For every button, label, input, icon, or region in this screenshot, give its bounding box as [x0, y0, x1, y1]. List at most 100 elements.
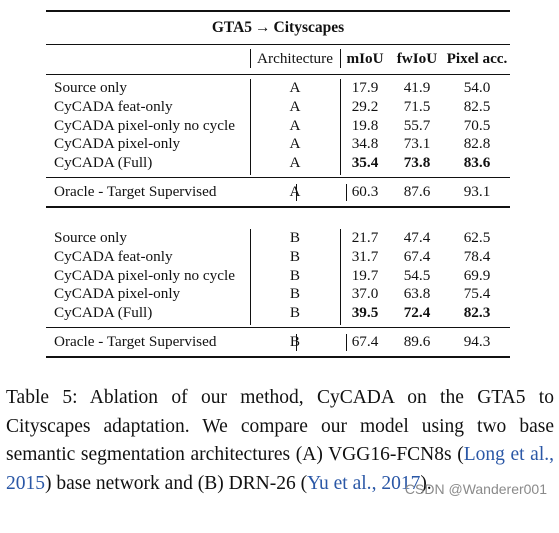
caption-text-3: ).	[420, 472, 432, 494]
oracle-miou: 67.4	[351, 333, 379, 350]
citation-long-authors: Long et al.	[463, 444, 550, 465]
fwiou-value: 67.4	[403, 247, 431, 265]
table-bottom-rule	[46, 356, 510, 358]
oracle-pixel-acc: 93.1	[463, 183, 491, 200]
table-top-rule	[46, 10, 510, 12]
citation-yu-sep: ,	[371, 472, 382, 494]
col-header-pixel-acc: Pixel acc.	[446, 50, 508, 67]
method-name: CyCADA pixel-only no cycle	[54, 116, 235, 134]
miou-value: 17.9	[351, 79, 379, 96]
oracle-fwiou: 87.6	[403, 183, 431, 200]
oracle-method-name: Oracle - Target Supervised	[54, 183, 217, 200]
oracle-rule	[46, 177, 510, 178]
group-rule	[46, 206, 510, 208]
fwiou-value: 71.5	[403, 97, 431, 115]
title-source: GTA5	[211, 19, 253, 36]
miou-value: 34.8	[351, 135, 379, 153]
caption-text-2: ) base network and (B) DRN-26 (	[45, 472, 308, 494]
oracle-pixel-acc: 94.3	[463, 333, 491, 350]
miou-value: 21.7	[351, 229, 379, 246]
oracle-divider-left	[296, 334, 297, 351]
citation-yu[interactable]: Yu et al., 2017	[307, 473, 420, 494]
oracle-method-name: Oracle - Target Supervised	[54, 333, 217, 350]
title-arrow: →	[255, 19, 271, 36]
col-header-fwiou: fwIoU	[396, 50, 438, 67]
architecture-value: B	[289, 304, 301, 322]
method-name: Source only	[54, 229, 127, 246]
pixel-acc-value: 82.3	[463, 304, 491, 322]
oracle-architecture: B	[289, 333, 301, 350]
fwiou-value: 72.4	[403, 304, 431, 322]
table-caption: Table 5: Ablation of our method, CyCADA …	[6, 384, 554, 498]
title-rule	[46, 44, 510, 45]
method-name: CyCADA pixel-only	[54, 285, 181, 303]
col-header-architecture: Architecture	[257, 50, 333, 67]
architecture-value: A	[289, 79, 301, 96]
citation-long-sep: ,	[549, 444, 554, 465]
oracle-rule	[46, 327, 510, 328]
header-rule	[46, 74, 510, 75]
pixel-acc-value: 62.5	[463, 229, 491, 246]
architecture-value: A	[289, 97, 301, 115]
miou-value: 39.5	[351, 304, 379, 322]
fwiou-value: 63.8	[403, 285, 431, 303]
oracle-fwiou: 89.6	[403, 333, 431, 350]
fwiou-value: 54.5	[403, 266, 431, 284]
pixel-acc-value: 83.6	[463, 154, 491, 172]
miou-value: 35.4	[351, 154, 379, 172]
fwiou-value: 73.1	[403, 135, 431, 153]
oracle-divider-left	[296, 184, 297, 201]
pixel-acc-value: 82.5	[463, 97, 491, 115]
architecture-value: A	[289, 154, 301, 172]
miou-value: 31.7	[351, 247, 379, 265]
oracle-architecture: A	[289, 183, 301, 200]
group-divider-right	[340, 229, 341, 325]
method-name: CyCADA (Full)	[54, 154, 153, 172]
group-divider-left	[250, 79, 251, 175]
oracle-divider-right	[346, 184, 347, 201]
miou-value: 37.0	[351, 285, 379, 303]
architecture-value: B	[289, 229, 301, 246]
pixel-acc-value: 75.4	[463, 285, 491, 303]
caption-text: Ablation of our method, CyCADA on the GT…	[6, 387, 554, 465]
method-name: Source only	[54, 79, 127, 96]
miou-value: 19.7	[351, 266, 379, 284]
fwiou-value: 55.7	[403, 116, 431, 134]
group-divider-right	[340, 79, 341, 175]
miou-value: 19.8	[351, 116, 379, 134]
header-divider-right	[340, 49, 341, 68]
citation-long[interactable]: Long et al., 2015	[6, 444, 554, 494]
caption-label: Table 5:	[6, 387, 78, 408]
pixel-acc-value: 82.8	[463, 135, 491, 153]
watermark: CSDN @Wanderer001	[404, 481, 547, 497]
pixel-acc-value: 69.9	[463, 266, 491, 284]
miou-value: 29.2	[351, 97, 379, 115]
architecture-value: B	[289, 247, 301, 265]
method-name: CyCADA (Full)	[54, 304, 153, 322]
pixel-acc-value: 54.0	[463, 79, 491, 96]
architecture-value: A	[289, 116, 301, 134]
table-title: GTA5 → Cityscapes	[46, 19, 510, 37]
architecture-value: B	[289, 285, 301, 303]
architecture-value: B	[289, 266, 301, 284]
fwiou-value: 73.8	[403, 154, 431, 172]
citation-long-year: 2015	[6, 472, 45, 494]
fwiou-value: 47.4	[403, 229, 431, 246]
method-name: CyCADA feat-only	[54, 247, 173, 265]
method-name: CyCADA pixel-only no cycle	[54, 266, 235, 284]
citation-yu-year: 2017	[381, 472, 421, 494]
pixel-acc-value: 78.4	[463, 247, 491, 265]
oracle-miou: 60.3	[351, 183, 379, 200]
architecture-value: A	[289, 135, 301, 153]
group-divider-left	[250, 229, 251, 325]
col-header-miou: mIoU	[346, 50, 384, 67]
method-name: CyCADA pixel-only	[54, 135, 181, 153]
fwiou-value: 41.9	[403, 79, 431, 96]
title-target: Cityscapes	[273, 19, 345, 36]
method-name: CyCADA feat-only	[54, 97, 173, 115]
oracle-divider-right	[346, 334, 347, 351]
pixel-acc-value: 70.5	[463, 116, 491, 134]
header-divider-left	[250, 49, 251, 68]
citation-yu-authors: Yu et al.	[307, 472, 372, 494]
